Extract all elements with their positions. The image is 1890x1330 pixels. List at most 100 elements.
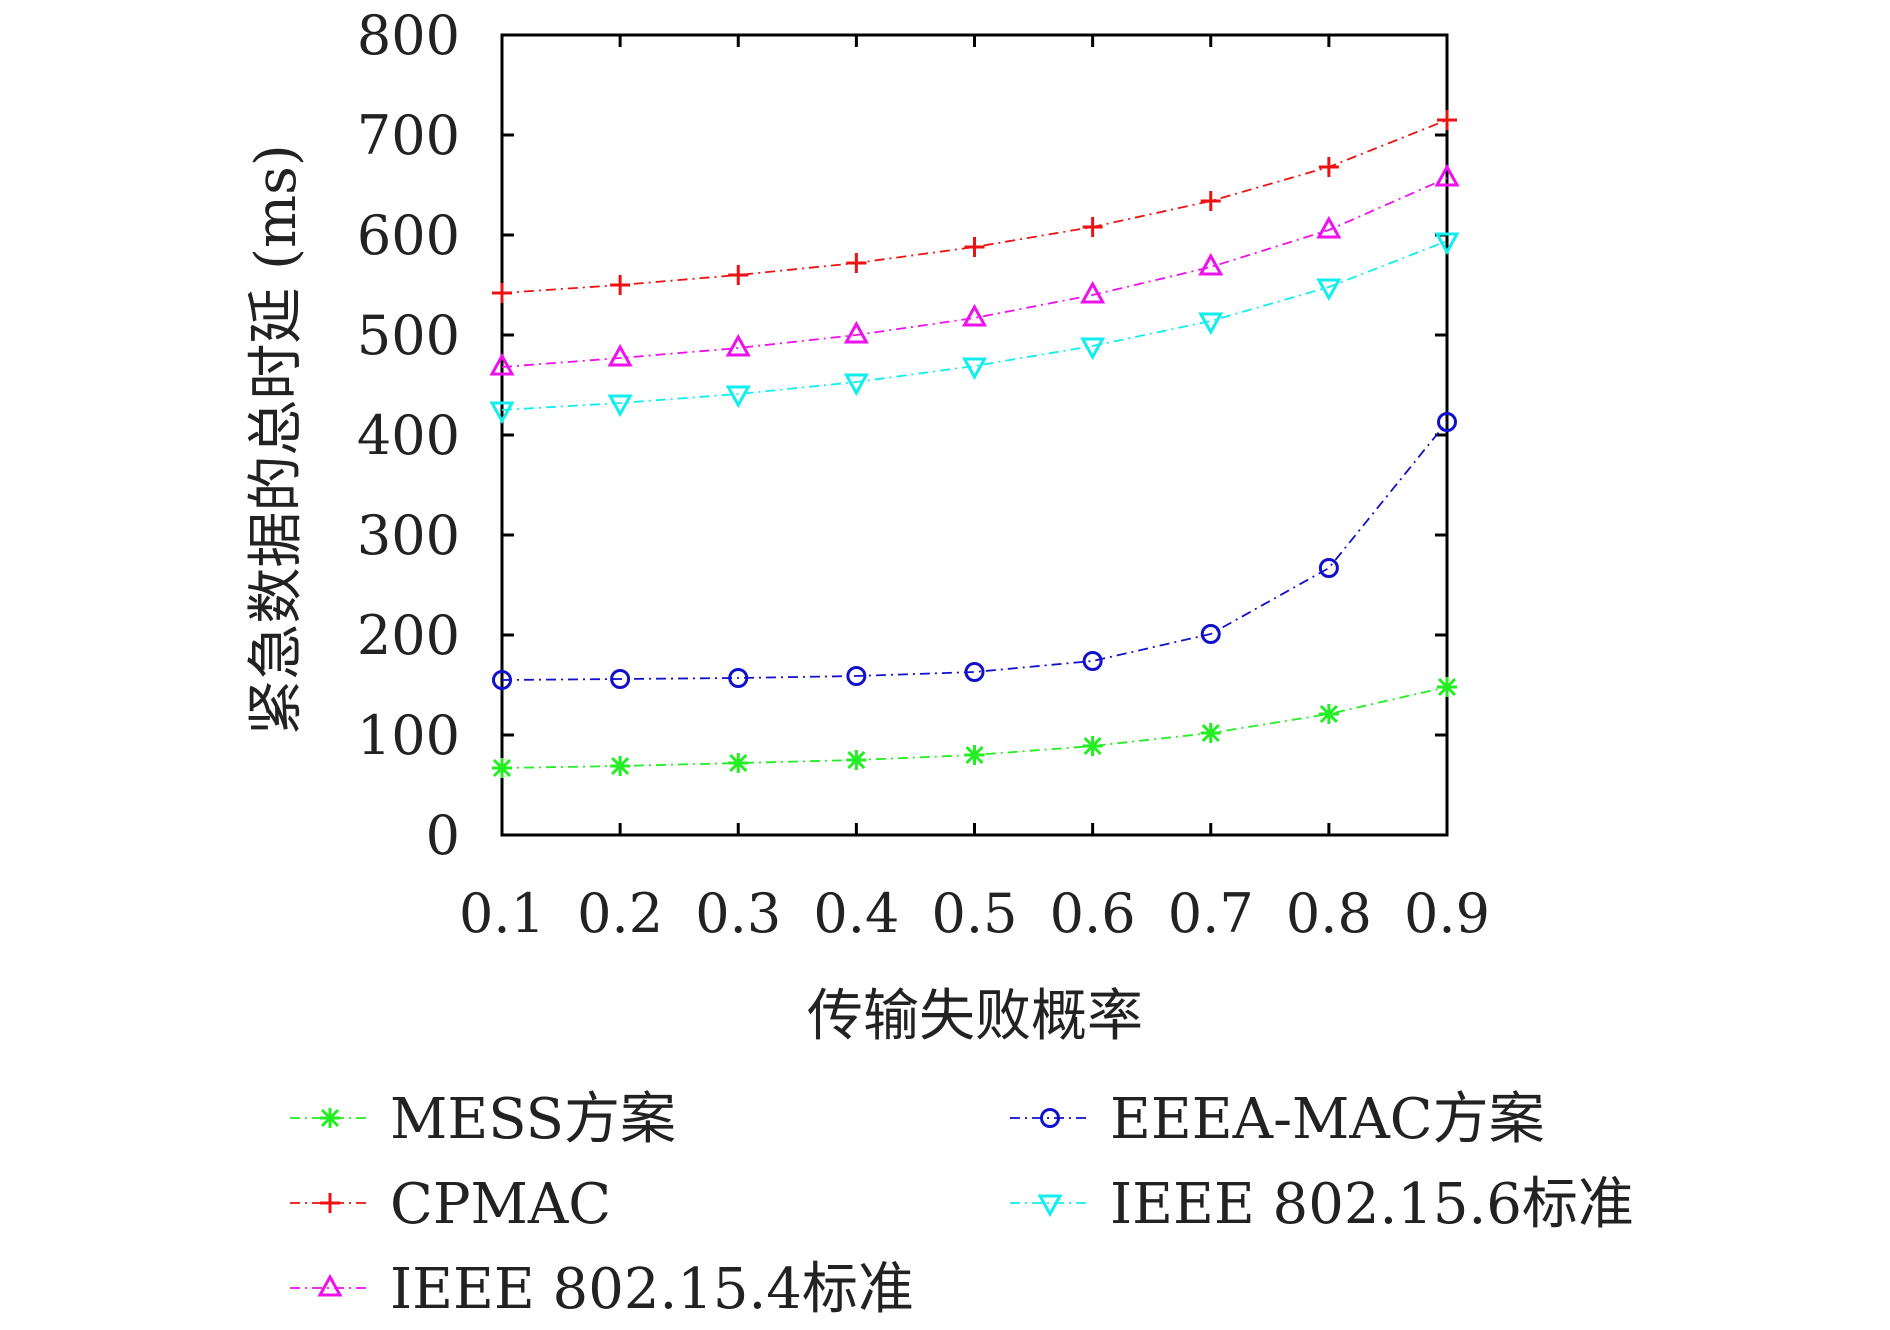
series-line: [501, 177, 1448, 368]
data-point-shape: [1082, 217, 1103, 237]
data-point: [492, 670, 512, 690]
legend: MESS方案 CPMAC IEEE 802.15.4标准 EEEA-MAC方案 IEEE…: [290, 1087, 1634, 1322]
data-point: [961, 303, 988, 327]
data-point-shape: [1200, 191, 1221, 211]
data-point-shape: [1080, 280, 1106, 304]
data-point: [964, 662, 985, 682]
series-group: [489, 110, 1460, 778]
data-point-shape: [1082, 736, 1103, 756]
data-point: [1437, 110, 1457, 130]
data-point: [489, 401, 515, 425]
data-point-shape: [1434, 232, 1460, 256]
data-point: [1082, 217, 1103, 237]
legend-label: IEEE 802.15.6标准: [1110, 1172, 1634, 1237]
data-point-shape: [489, 352, 515, 376]
data-point: [1082, 651, 1103, 671]
data-point: [846, 750, 867, 770]
x-tick-label: 0.7: [1168, 882, 1254, 945]
x-axis-label: 传输失败概率: [807, 984, 1143, 1049]
data-point-shape: [728, 753, 749, 773]
legend-swatch-marker-shape: [317, 1273, 343, 1297]
x-tick-label: 0.2: [577, 882, 663, 945]
data-point-shape: [725, 333, 751, 357]
data-point-shape: [1316, 278, 1342, 302]
x-tick-label: 0.1: [459, 882, 545, 945]
data-point: [964, 237, 985, 257]
data-point: [1316, 278, 1342, 302]
data-point-shape: [492, 670, 512, 690]
series-line: [501, 119, 1448, 294]
data-point-shape: [1318, 157, 1339, 177]
legend-label: EEEA-MAC方案: [1110, 1087, 1545, 1152]
data-point: [1316, 215, 1342, 239]
x-tick-label: 0.5: [932, 882, 1018, 945]
data-point: [728, 753, 749, 773]
data-point-shape: [728, 265, 749, 285]
legend-item: IEEE 802.15.4标准: [290, 1257, 914, 1322]
data-point-shape: [1198, 252, 1224, 276]
data-point-shape: [489, 401, 515, 425]
legend-swatch-marker: [1040, 1108, 1060, 1128]
data-point: [610, 756, 631, 776]
data-point: [843, 320, 869, 344]
legend-label: CPMAC: [390, 1172, 611, 1237]
series-ieee-802-15-4: [489, 163, 1460, 376]
legend-swatch-marker: [320, 1108, 340, 1128]
y-tick-label: 400: [357, 404, 460, 467]
data-point-shape: [1316, 215, 1342, 239]
data-point-shape: [846, 253, 867, 273]
data-point-shape: [843, 320, 869, 344]
y-tick-label: 0: [426, 804, 460, 867]
legend-label: MESS方案: [390, 1087, 676, 1152]
data-point: [725, 385, 751, 409]
data-point-shape: [607, 394, 633, 418]
data-point-shape: [728, 668, 749, 688]
legend-item: MESS方案: [290, 1087, 676, 1152]
data-point: [1080, 280, 1106, 304]
data-point: [1437, 677, 1457, 697]
y-tick-label: 500: [357, 304, 460, 367]
data-point-shape: [492, 283, 512, 303]
data-point: [607, 394, 633, 418]
data-point-shape: [846, 750, 867, 770]
data-point-shape: [1200, 624, 1221, 644]
legend-swatch-marker-shape: [320, 1193, 340, 1213]
x-tick-label: 0.4: [813, 882, 899, 945]
data-point: [492, 758, 512, 778]
legend-swatch-marker: [320, 1193, 340, 1213]
data-point: [610, 669, 631, 689]
data-point: [492, 283, 512, 303]
data-point: [1318, 558, 1339, 578]
data-point-shape: [1080, 337, 1106, 361]
series-line: [501, 421, 1448, 681]
data-point-shape: [961, 303, 988, 327]
data-point-shape: [1434, 163, 1460, 187]
legend-swatch-marker-shape: [1037, 1194, 1063, 1218]
x-tick-label: 0.9: [1404, 882, 1490, 945]
data-point: [1318, 157, 1339, 177]
data-point-shape: [492, 758, 512, 778]
y-tick-label: 800: [357, 4, 460, 67]
data-point-shape: [846, 666, 867, 686]
legend-item: EEEA-MAC方案: [1010, 1087, 1545, 1152]
data-point-shape: [1318, 558, 1339, 578]
data-point: [607, 343, 633, 367]
data-point-shape: [961, 357, 988, 381]
data-point: [489, 352, 515, 376]
legend-swatch-marker-shape: [320, 1108, 340, 1128]
data-point-shape: [1082, 651, 1103, 671]
data-point-shape: [964, 662, 985, 682]
series-eeea-mac: [492, 412, 1457, 690]
legend-label: IEEE 802.15.4标准: [390, 1257, 914, 1322]
series-line: [501, 686, 1448, 769]
y-tick-label: 100: [357, 704, 460, 767]
data-point-shape: [607, 343, 633, 367]
data-point-shape: [1200, 723, 1221, 743]
data-point: [964, 745, 985, 765]
data-point: [728, 265, 749, 285]
data-point: [725, 333, 751, 357]
y-tick-label: 200: [357, 604, 460, 667]
data-point-shape: [1437, 677, 1457, 697]
